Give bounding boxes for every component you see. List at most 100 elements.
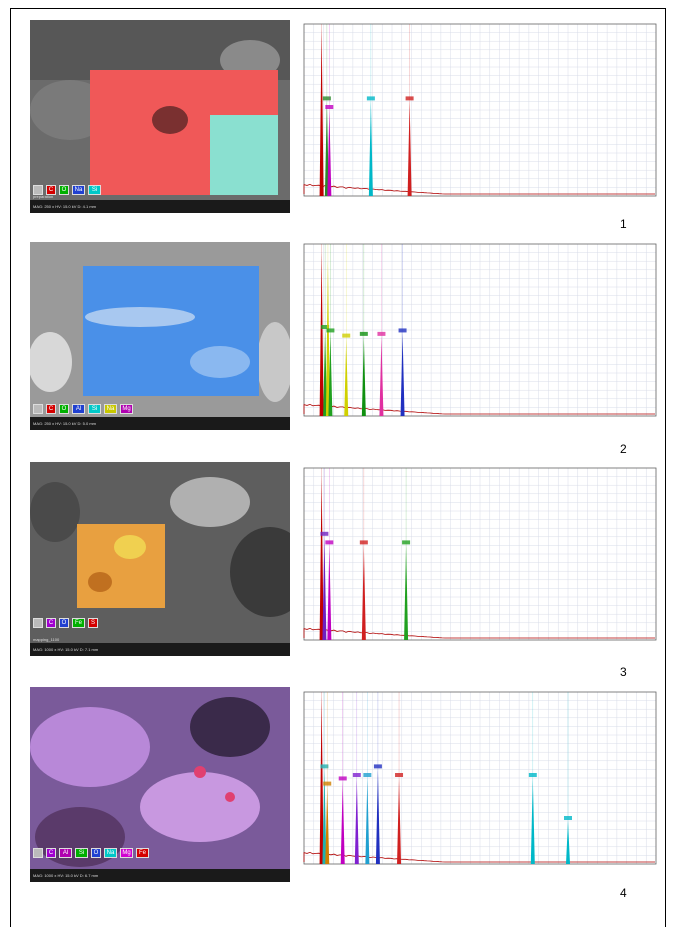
- eds-spectrum-2: [303, 243, 657, 417]
- peak-label: [564, 816, 572, 820]
- legend-swatch: Si: [75, 848, 88, 858]
- spectrum-peak: [319, 29, 324, 196]
- spectrum-peak: [323, 330, 328, 416]
- spectrum-peak: [340, 781, 345, 864]
- spectrum-peak: [397, 778, 402, 864]
- spectrum-peak: [530, 778, 535, 864]
- legend-swatch: [33, 404, 43, 414]
- peak-label: [342, 333, 351, 338]
- legend-swatch: Fe: [136, 848, 149, 858]
- element-legend-1: C O Na Si: [33, 185, 101, 195]
- peak-label: [352, 773, 361, 777]
- spectrum-peak: [404, 545, 409, 640]
- legend-swatch: Mg: [120, 848, 133, 858]
- image-info-1: MAG: 250 x HV: 15.0 kV D: 4.1 mm: [33, 204, 96, 209]
- sem-image-2: C O Al Si Na Mg MAG: 250 x HV: 15.0 kV D: 5.0…: [30, 242, 290, 430]
- sem-image-3: C O Fe S mapping_1100 MAG: 1000 x HV: 15.0 …: [30, 462, 290, 656]
- sem-texture-2: [30, 242, 290, 430]
- sem-image-1: C O Na Si preparation MAG: 250 x HV: 15.0 k…: [30, 20, 290, 213]
- spectrum-peak: [327, 110, 332, 196]
- spectrum-grid: [303, 467, 657, 641]
- eds-spectrum-1: [303, 23, 657, 197]
- legend-swatch: Al: [72, 404, 85, 414]
- peak-label: [326, 328, 335, 333]
- peak-label: [377, 331, 386, 336]
- spectrum-peak: [407, 101, 412, 196]
- spectrum-peak: [365, 778, 370, 864]
- peak-label: [373, 764, 382, 769]
- spectrum-peak: [344, 338, 349, 416]
- legend-swatch: C: [46, 618, 56, 628]
- figure-number-2: 2: [620, 442, 627, 456]
- legend-swatch: Mg: [120, 404, 133, 414]
- peak-label: [338, 776, 347, 781]
- sem-texture-4: [30, 687, 290, 882]
- peak-label: [359, 540, 368, 545]
- spectrum-peak: [361, 336, 366, 416]
- peak-label: [363, 773, 372, 777]
- legend-swatch: S: [88, 618, 98, 628]
- spectrum-peak: [368, 101, 373, 196]
- element-legend-4: C Al Si O Na Mg Fe: [33, 848, 149, 858]
- figure-frame: [10, 8, 666, 927]
- legend-swatch: O: [59, 404, 69, 414]
- peak-label: [528, 773, 537, 777]
- legend-swatch: [33, 618, 43, 628]
- legend-swatch: Al: [59, 848, 72, 858]
- legend-swatch: Na: [72, 185, 85, 195]
- legend-swatch: Si: [88, 185, 101, 195]
- panel-1: C O Na Si preparation MAG: 250 x HV: 15.0 k…: [0, 0, 674, 231]
- legend-swatch: C: [46, 404, 56, 414]
- peak-label: [405, 96, 414, 101]
- spectrum-peak: [354, 778, 359, 864]
- figure-number-3: 3: [620, 665, 627, 679]
- figure-number-4: 4: [620, 886, 627, 900]
- legend-swatch: Fe: [72, 618, 85, 628]
- legend-swatch: O: [59, 185, 69, 195]
- image-info-2: MAG: 250 x HV: 15.0 kV D: 5.0 mm: [33, 421, 96, 426]
- legend-swatch: [33, 185, 43, 195]
- legend-swatch: [33, 848, 43, 858]
- eds-spectrum-3: [303, 467, 657, 641]
- spectrum-axes: [303, 467, 657, 641]
- image-info-4: MAG: 1000 x HV: 15.0 kV D: 6.7 mm: [33, 873, 99, 878]
- spectrum-peak: [327, 545, 332, 640]
- element-legend-3: C O Fe S: [33, 618, 98, 628]
- figure-number-1: 1: [620, 217, 627, 231]
- spectrum-peak: [322, 769, 327, 864]
- spectrum-peak: [325, 786, 330, 864]
- legend-swatch: Na: [104, 404, 117, 414]
- peak-label: [325, 540, 334, 545]
- spectrum-peak: [400, 333, 405, 416]
- sem-texture-1: [30, 20, 290, 213]
- spectrum-peak: [319, 476, 324, 640]
- peak-label: [320, 764, 329, 769]
- spectrum-peak: [324, 101, 329, 196]
- legend-swatch: Si: [88, 404, 101, 414]
- spectrum-peak: [375, 769, 380, 864]
- info-bar-1: MAG: 250 x HV: 15.0 kV D: 4.1 mm: [30, 200, 290, 213]
- spectrum-axes: [303, 243, 657, 417]
- spectrum-baseline: [303, 627, 655, 639]
- spectrum-peak: [322, 536, 327, 640]
- spectrum-baseline: [303, 183, 655, 195]
- panel-3: C O Fe S mapping_1100 MAG: 1000 x HV: 15.0 …: [0, 0, 674, 679]
- peak-label: [395, 773, 404, 777]
- peak-label: [359, 331, 368, 336]
- peak-label: [323, 781, 332, 786]
- spectrum-peak: [319, 697, 324, 864]
- map-filename-1: preparation: [33, 194, 54, 199]
- peak-label: [322, 96, 331, 101]
- peak-label: [398, 328, 407, 333]
- peak-label: [320, 531, 329, 536]
- spectrum-peak: [328, 333, 333, 416]
- legend-swatch: Na: [104, 848, 117, 858]
- peak-label: [321, 325, 330, 329]
- spectrum-axes: [303, 691, 657, 865]
- sem-image-4: C Al Si O Na Mg Fe MAG: 1000 x HV: 15.0 kV D: …: [30, 687, 290, 882]
- spectrum-axes: [303, 23, 657, 197]
- info-bar-4: MAG: 1000 x HV: 15.0 kV D: 6.7 mm: [30, 869, 290, 882]
- legend-swatch: C: [46, 848, 56, 858]
- map-filename-3: mapping_1100: [33, 637, 60, 642]
- spectrum-peak: [319, 252, 324, 416]
